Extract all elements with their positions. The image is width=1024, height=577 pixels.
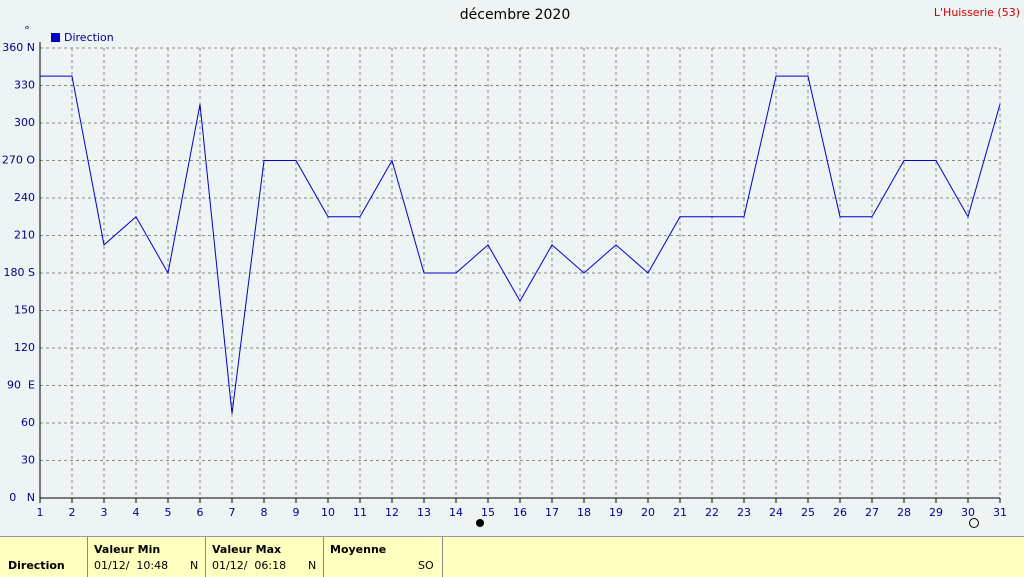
x-tick-label: 30 bbox=[961, 506, 975, 519]
y-tick-label: 300 bbox=[14, 116, 35, 129]
summary-table: Direction Valeur Min 01/12/ 10:48 N Vale… bbox=[0, 536, 1024, 577]
x-tick-label: 3 bbox=[101, 506, 108, 519]
y-tick-label: 30 bbox=[21, 454, 35, 467]
dir: N bbox=[190, 559, 199, 572]
chart: décembre 2020 L'Huisserie (53) ° Directi… bbox=[0, 0, 1024, 536]
date: 01/12/ 10:48 bbox=[94, 559, 169, 572]
y-tick-label: 330 bbox=[14, 79, 35, 92]
x-tick-label: 14 bbox=[449, 506, 463, 519]
full-moon bbox=[969, 518, 979, 528]
y-tick-label: 90 E bbox=[7, 379, 35, 392]
new-moon bbox=[476, 519, 484, 527]
y-tick-label: 360 N bbox=[2, 41, 35, 54]
chart-title: décembre 2020 bbox=[460, 7, 570, 23]
x-tick-label: 2 bbox=[69, 506, 76, 519]
x-tick-label: 29 bbox=[929, 506, 943, 519]
legend-label: Direction bbox=[64, 31, 114, 44]
x-tick-label: 6 bbox=[197, 506, 204, 519]
x-tick-label: 4 bbox=[133, 506, 140, 519]
x-tick-label: 26 bbox=[833, 506, 847, 519]
y-tick-label: 270 O bbox=[2, 154, 35, 167]
y-tick-label: 0 N bbox=[9, 491, 35, 504]
y-tick-label: 240 bbox=[14, 191, 35, 204]
cell bbox=[87, 537, 206, 577]
x-tick-label: 17 bbox=[545, 506, 559, 519]
x-tick-label: 1 bbox=[37, 506, 44, 519]
y-tick-label: 60 bbox=[21, 416, 35, 429]
x-tick-label: 9 bbox=[293, 506, 300, 519]
x-tick-label: 18 bbox=[577, 506, 591, 519]
y-tick-label: 210 bbox=[14, 229, 35, 242]
x-tick-label: 23 bbox=[737, 506, 751, 519]
cell bbox=[205, 537, 324, 577]
y-tick-label: 180 S bbox=[4, 266, 35, 279]
dir: N bbox=[308, 559, 317, 572]
header: Valeur Min bbox=[94, 543, 161, 556]
station: L'Huisserie (53) bbox=[934, 6, 1020, 19]
x-tick-label: 15 bbox=[481, 506, 495, 519]
x-tick-label: 13 bbox=[417, 506, 431, 519]
header: Valeur Max bbox=[212, 543, 282, 556]
x-tick-label: 7 bbox=[229, 506, 236, 519]
y-tick-label: 150 bbox=[14, 304, 35, 317]
x-tick-label: 28 bbox=[897, 506, 911, 519]
data-line bbox=[40, 75, 1001, 414]
x-tick-label: 10 bbox=[321, 506, 335, 519]
row-label: Direction bbox=[8, 559, 65, 572]
background bbox=[0, 0, 1024, 536]
dir: SO bbox=[418, 559, 434, 572]
x-tick-label: 20 bbox=[641, 506, 655, 519]
x-tick-label: 25 bbox=[801, 506, 815, 519]
x-tick-label: 27 bbox=[865, 506, 879, 519]
cell bbox=[323, 537, 443, 577]
header: Moyenne bbox=[330, 543, 387, 556]
x-tick-label: 12 bbox=[385, 506, 399, 519]
y-unit: ° bbox=[24, 24, 30, 37]
x-tick-label: 11 bbox=[353, 506, 367, 519]
legend-swatch bbox=[51, 33, 60, 42]
x-tick-label: 22 bbox=[705, 506, 719, 519]
y-tick-label: 120 bbox=[14, 341, 35, 354]
x-tick-label: 19 bbox=[609, 506, 623, 519]
x-tick-label: 8 bbox=[261, 506, 268, 519]
x-tick-label: 31 bbox=[993, 506, 1007, 519]
x-tick-label: 24 bbox=[769, 506, 783, 519]
x-tick-label: 21 bbox=[673, 506, 687, 519]
x-tick-label: 16 bbox=[513, 506, 527, 519]
x-tick-label: 5 bbox=[165, 506, 172, 519]
date: 01/12/ 06:18 bbox=[212, 559, 287, 572]
